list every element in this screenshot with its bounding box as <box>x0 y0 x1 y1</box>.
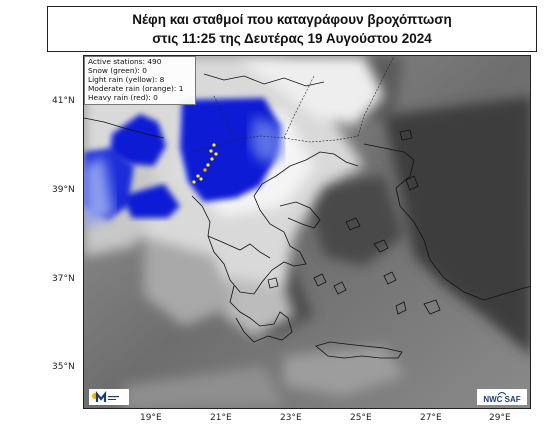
title-line-1: Νέφη και σταθμοί που καταγράφουν βροχόπτ… <box>132 12 452 27</box>
legend-moderate-rain: Moderate rain (orange): 1 <box>88 83 184 93</box>
meteo-logo-icon <box>92 391 119 402</box>
station-light-rain[interactable] <box>212 143 216 147</box>
lon-label-25: 25°E <box>350 413 372 423</box>
lat-label-41: 41°N <box>52 96 75 106</box>
lat-label-35: 35°N <box>52 362 75 372</box>
nwcsaf-logo-text: NWC SAF <box>483 394 521 404</box>
station-light-rain[interactable] <box>206 163 210 167</box>
map-canvas <box>84 56 530 408</box>
lat-label-37: 37°N <box>52 274 75 284</box>
legend-active-stations: Active stations: 490 <box>88 57 162 66</box>
lat-label-39: 39°N <box>52 185 75 195</box>
legend-light-rain: Light rain (yellow): 8 <box>88 74 165 84</box>
station-light-rain[interactable] <box>209 149 213 153</box>
meteo-logo <box>89 389 129 405</box>
station-light-rain[interactable] <box>214 152 218 156</box>
title-line-2: στις 11:25 της Δευτέρας 19 Αυγούστου 202… <box>152 31 432 46</box>
station-light-rain[interactable] <box>196 174 200 178</box>
lon-label-23: 23°E <box>280 413 302 423</box>
legend-snow: Snow (green): 0 <box>88 65 147 75</box>
map-title: Νέφη και σταθμοί που καταγράφουν βροχόπτ… <box>47 6 537 52</box>
lon-label-19: 19°E <box>140 413 162 423</box>
rain-clouds <box>84 98 282 226</box>
nwcsaf-logo-icon <box>498 391 506 395</box>
coastlines <box>84 73 530 359</box>
satellite-map[interactable] <box>83 55 531 409</box>
lon-label-29: 29°E <box>489 413 511 423</box>
station-light-rain[interactable] <box>192 180 196 184</box>
lon-label-21: 21°E <box>210 413 232 423</box>
rain-stations <box>192 143 218 184</box>
station-legend: Active stations: 490 Snow (green): 0 Lig… <box>84 56 196 105</box>
station-light-rain[interactable] <box>199 177 203 181</box>
borders <box>191 56 395 153</box>
station-light-rain[interactable] <box>210 157 214 161</box>
legend-heavy-rain: Heavy rain (red): 0 <box>88 92 158 102</box>
station-moderate-rain[interactable] <box>202 167 208 173</box>
lon-label-27: 27°E <box>420 413 442 423</box>
nwcsaf-logo: NWC SAF <box>477 389 527 405</box>
